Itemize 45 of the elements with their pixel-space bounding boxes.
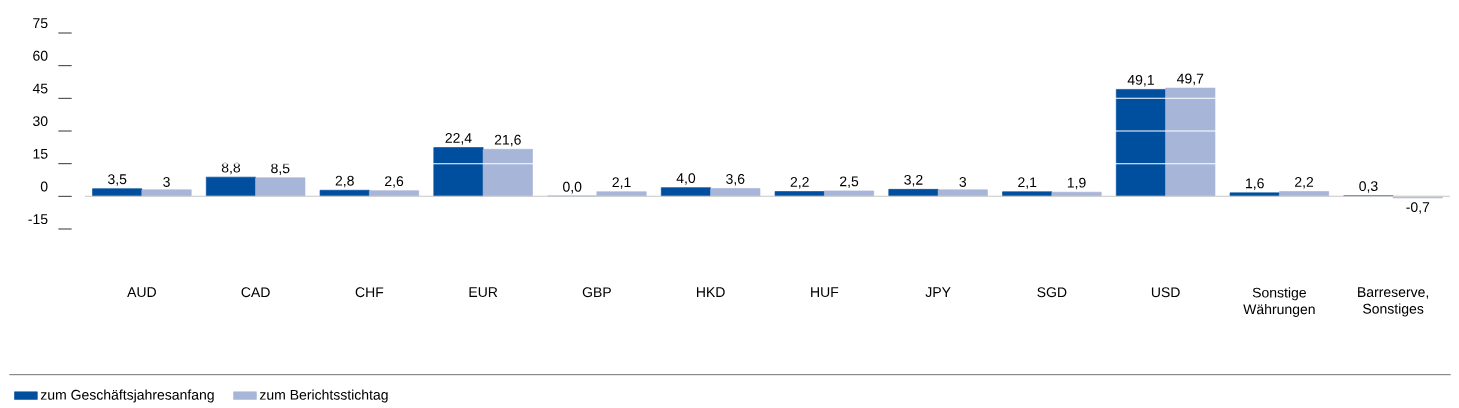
- data-label: -0,7: [1406, 202, 1430, 214]
- data-label: 2,6: [385, 176, 404, 188]
- data-label: 2,5: [840, 176, 859, 188]
- data-label: 3,5: [108, 174, 127, 186]
- legend-label: zum Berichtsstichtag: [259, 389, 388, 403]
- x-tick-label: EUR: [469, 287, 498, 298]
- x-tick-label: CHF: [355, 287, 384, 298]
- x-tick-label: HUF: [811, 287, 839, 298]
- data-label: 22,4: [445, 133, 472, 145]
- data-label: 3,2: [904, 174, 923, 187]
- data-label: 2,1: [612, 177, 631, 189]
- data-label: 2,1: [1018, 177, 1037, 189]
- y-tick-label: 15: [33, 148, 48, 159]
- data-label: 49,1: [1127, 74, 1154, 87]
- y-tick-label: -15: [28, 214, 48, 225]
- y-tick-label: 0: [40, 181, 48, 192]
- data-label: 2,2: [790, 177, 809, 189]
- data-label: 0,0: [563, 181, 582, 194]
- y-tick-label: 60: [33, 50, 48, 61]
- x-tick-label: GBP: [582, 287, 611, 298]
- data-label: 2,8: [335, 175, 354, 188]
- x-tick-label: CAD: [241, 287, 270, 298]
- x-tick-label: SGD: [1037, 287, 1067, 298]
- data-label: 3: [959, 176, 967, 187]
- data-label: 3,6: [726, 174, 745, 186]
- data-label: 3: [163, 176, 170, 187]
- data-label: 4,0: [676, 173, 696, 185]
- legend-label: zum Geschäftsjahresanfang: [40, 389, 214, 403]
- x-tick-label: Sonstige Währungen: [1243, 287, 1315, 317]
- x-tick-label: HKD: [697, 287, 725, 297]
- data-label: 8,8: [221, 162, 241, 175]
- data-label: 1,6: [1246, 178, 1264, 190]
- x-tick-label: USD: [1151, 287, 1180, 298]
- y-tick-label: 75: [33, 18, 48, 29]
- data-label: 2,2: [1295, 177, 1314, 189]
- x-tick-label: AUD: [127, 287, 156, 298]
- data-label: 0,3: [1359, 181, 1378, 193]
- y-tick-label: 30: [33, 116, 48, 127]
- data-label: 1,9: [1067, 177, 1086, 190]
- data-label: 21,6: [494, 134, 521, 147]
- x-tick-label: JPY: [925, 287, 951, 298]
- data-label: 49,7: [1176, 73, 1204, 86]
- x-tick-label: Barreserve, Sonstiges: [1358, 287, 1429, 317]
- y-tick-label: 45: [32, 83, 48, 94]
- data-label: 8,5: [271, 163, 290, 175]
